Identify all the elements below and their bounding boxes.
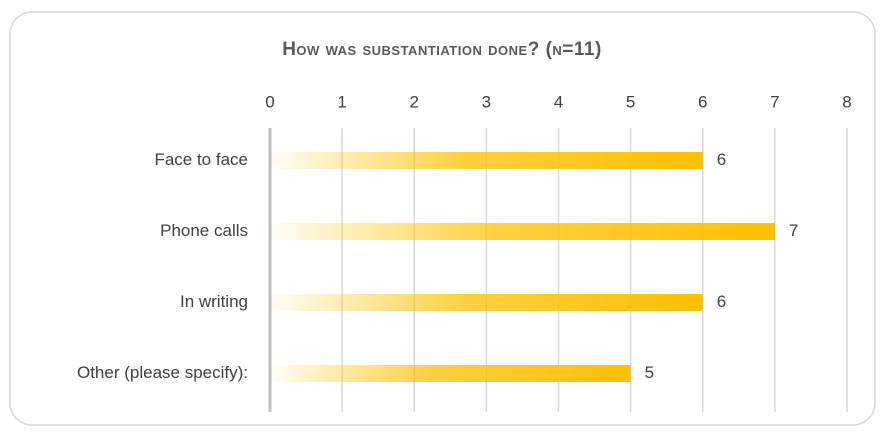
bar bbox=[270, 294, 703, 311]
data-label: 6 bbox=[717, 292, 726, 311]
data-label: 6 bbox=[717, 150, 726, 169]
x-tick-label: 4 bbox=[554, 92, 563, 111]
x-tick-label: 0 bbox=[265, 92, 274, 111]
data-label: 7 bbox=[789, 221, 798, 240]
x-tick-label: 1 bbox=[337, 92, 346, 111]
y-tick-label: In writing bbox=[180, 292, 248, 311]
bar bbox=[270, 365, 631, 382]
x-tick-label: 2 bbox=[410, 92, 419, 111]
x-tick-label: 7 bbox=[770, 92, 779, 111]
bar bbox=[270, 223, 775, 240]
x-tick-label: 6 bbox=[698, 92, 707, 111]
x-tick-label: 5 bbox=[626, 92, 635, 111]
x-tick-label: 8 bbox=[842, 92, 851, 111]
data-label: 5 bbox=[645, 363, 654, 382]
bar bbox=[270, 152, 703, 169]
y-tick-label: Phone calls bbox=[160, 221, 248, 240]
y-tick-label: Face to face bbox=[154, 150, 248, 169]
chart-frame bbox=[9, 11, 876, 426]
chart-title: How was substantiation done? (n=11) bbox=[282, 39, 602, 60]
y-tick-label: Other (please specify): bbox=[77, 363, 248, 382]
x-tick-label: 3 bbox=[482, 92, 491, 111]
